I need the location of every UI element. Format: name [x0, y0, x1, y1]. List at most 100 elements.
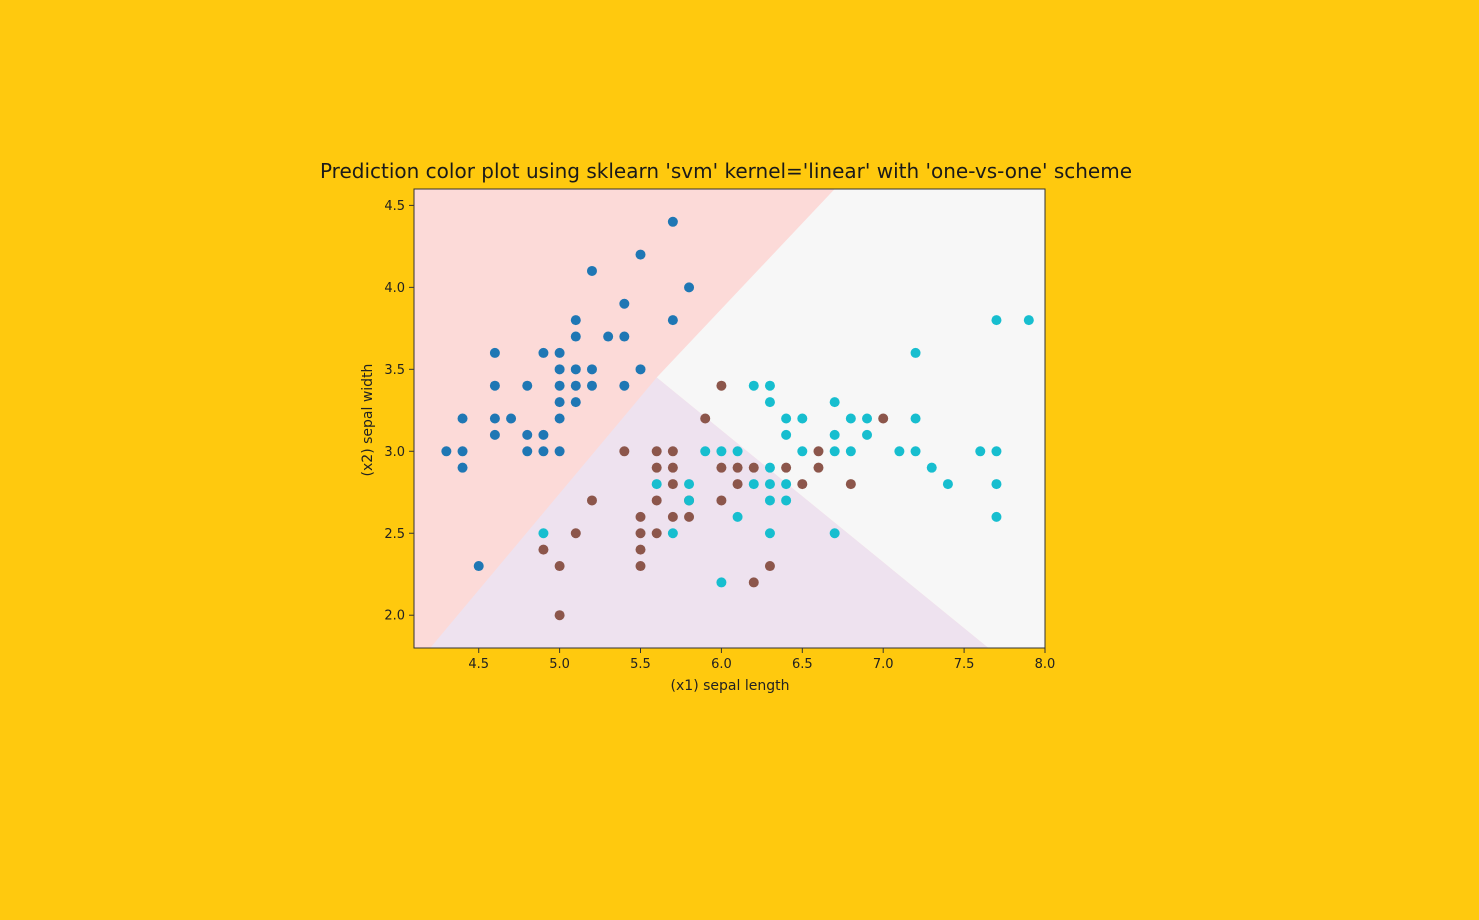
data-point — [764, 495, 775, 506]
data-point — [489, 347, 500, 358]
data-point — [667, 511, 678, 522]
data-point — [716, 495, 727, 506]
data-point — [991, 446, 1002, 457]
data-point — [554, 380, 565, 391]
data-point — [926, 462, 937, 473]
data-point — [716, 446, 727, 457]
data-point — [538, 446, 549, 457]
data-point — [942, 479, 953, 490]
data-point — [781, 429, 792, 440]
data-point — [781, 413, 792, 424]
data-point — [554, 561, 565, 572]
chart-title: Prediction color plot using sklearn 'svm… — [320, 159, 1132, 183]
data-point — [781, 462, 792, 473]
data-point — [538, 429, 549, 440]
data-point — [829, 528, 840, 539]
data-point — [635, 528, 646, 539]
data-point — [862, 413, 873, 424]
data-point — [570, 364, 581, 375]
data-point — [684, 511, 695, 522]
y-axis: 2.0 2.5 3.0 3.5 4.0 4.5 — [384, 199, 414, 624]
data-point — [554, 610, 565, 621]
data-point — [764, 462, 775, 473]
data-point — [667, 216, 678, 227]
data-point — [651, 479, 662, 490]
data-point — [538, 528, 549, 539]
data-point — [489, 380, 500, 391]
data-point — [829, 429, 840, 440]
data-point — [554, 347, 565, 358]
x-axis: 4.5 5.0 5.5 6.0 6.5 7.0 7.5 8.0 — [468, 648, 1055, 672]
data-point — [457, 462, 468, 473]
data-point — [845, 479, 856, 490]
data-point — [813, 462, 824, 473]
data-point — [635, 561, 646, 572]
data-point — [667, 462, 678, 473]
x-axis-label: (x1) sepal length — [671, 678, 790, 694]
data-point — [845, 446, 856, 457]
y-tick-label: 4.5 — [384, 199, 405, 214]
data-point — [651, 446, 662, 457]
data-point — [538, 347, 549, 358]
x-tick-label: 7.0 — [873, 657, 894, 672]
data-point — [991, 315, 1002, 326]
data-point — [570, 397, 581, 408]
data-point — [635, 511, 646, 522]
data-point — [522, 380, 533, 391]
data-point — [764, 479, 775, 490]
data-point — [457, 413, 468, 424]
data-point — [716, 577, 727, 588]
data-point — [813, 446, 824, 457]
data-point — [586, 380, 597, 391]
y-axis-label: (x2) sepal width — [360, 364, 376, 477]
y-tick-label: 2.5 — [384, 527, 405, 542]
data-point — [764, 561, 775, 572]
x-tick-label: 8.0 — [1035, 657, 1056, 672]
data-point — [910, 413, 921, 424]
y-tick-label: 3.0 — [384, 445, 405, 460]
data-point — [522, 446, 533, 457]
data-point — [829, 446, 840, 457]
data-point — [748, 577, 759, 588]
data-point — [635, 544, 646, 555]
data-point — [667, 446, 678, 457]
data-point — [764, 397, 775, 408]
data-point — [473, 561, 484, 572]
data-point — [781, 495, 792, 506]
data-point — [667, 528, 678, 539]
data-point — [764, 528, 775, 539]
data-point — [732, 511, 743, 522]
data-point — [748, 462, 759, 473]
data-point — [781, 479, 792, 490]
x-tick-label: 5.0 — [549, 657, 570, 672]
data-point — [878, 413, 889, 424]
data-point — [619, 380, 630, 391]
data-point — [586, 364, 597, 375]
data-point — [489, 413, 500, 424]
data-point — [797, 479, 808, 490]
data-point — [667, 315, 678, 326]
data-point — [619, 298, 630, 309]
data-point — [457, 446, 468, 457]
data-point — [732, 462, 743, 473]
data-point — [845, 413, 856, 424]
data-point — [862, 429, 873, 440]
y-tick-label: 4.0 — [384, 281, 405, 296]
data-point — [667, 479, 678, 490]
data-point — [797, 446, 808, 457]
region-versicolor — [430, 377, 989, 648]
data-point — [684, 282, 695, 293]
data-point — [651, 462, 662, 473]
data-point — [570, 380, 581, 391]
data-point — [651, 495, 662, 506]
data-point — [603, 331, 614, 342]
data-point — [684, 479, 695, 490]
data-point — [991, 511, 1002, 522]
y-tick-label: 3.5 — [384, 363, 405, 378]
data-point — [586, 265, 597, 276]
data-point — [748, 479, 759, 490]
data-point — [829, 397, 840, 408]
data-point — [619, 331, 630, 342]
x-tick-label: 7.5 — [954, 657, 975, 672]
data-point — [570, 528, 581, 539]
